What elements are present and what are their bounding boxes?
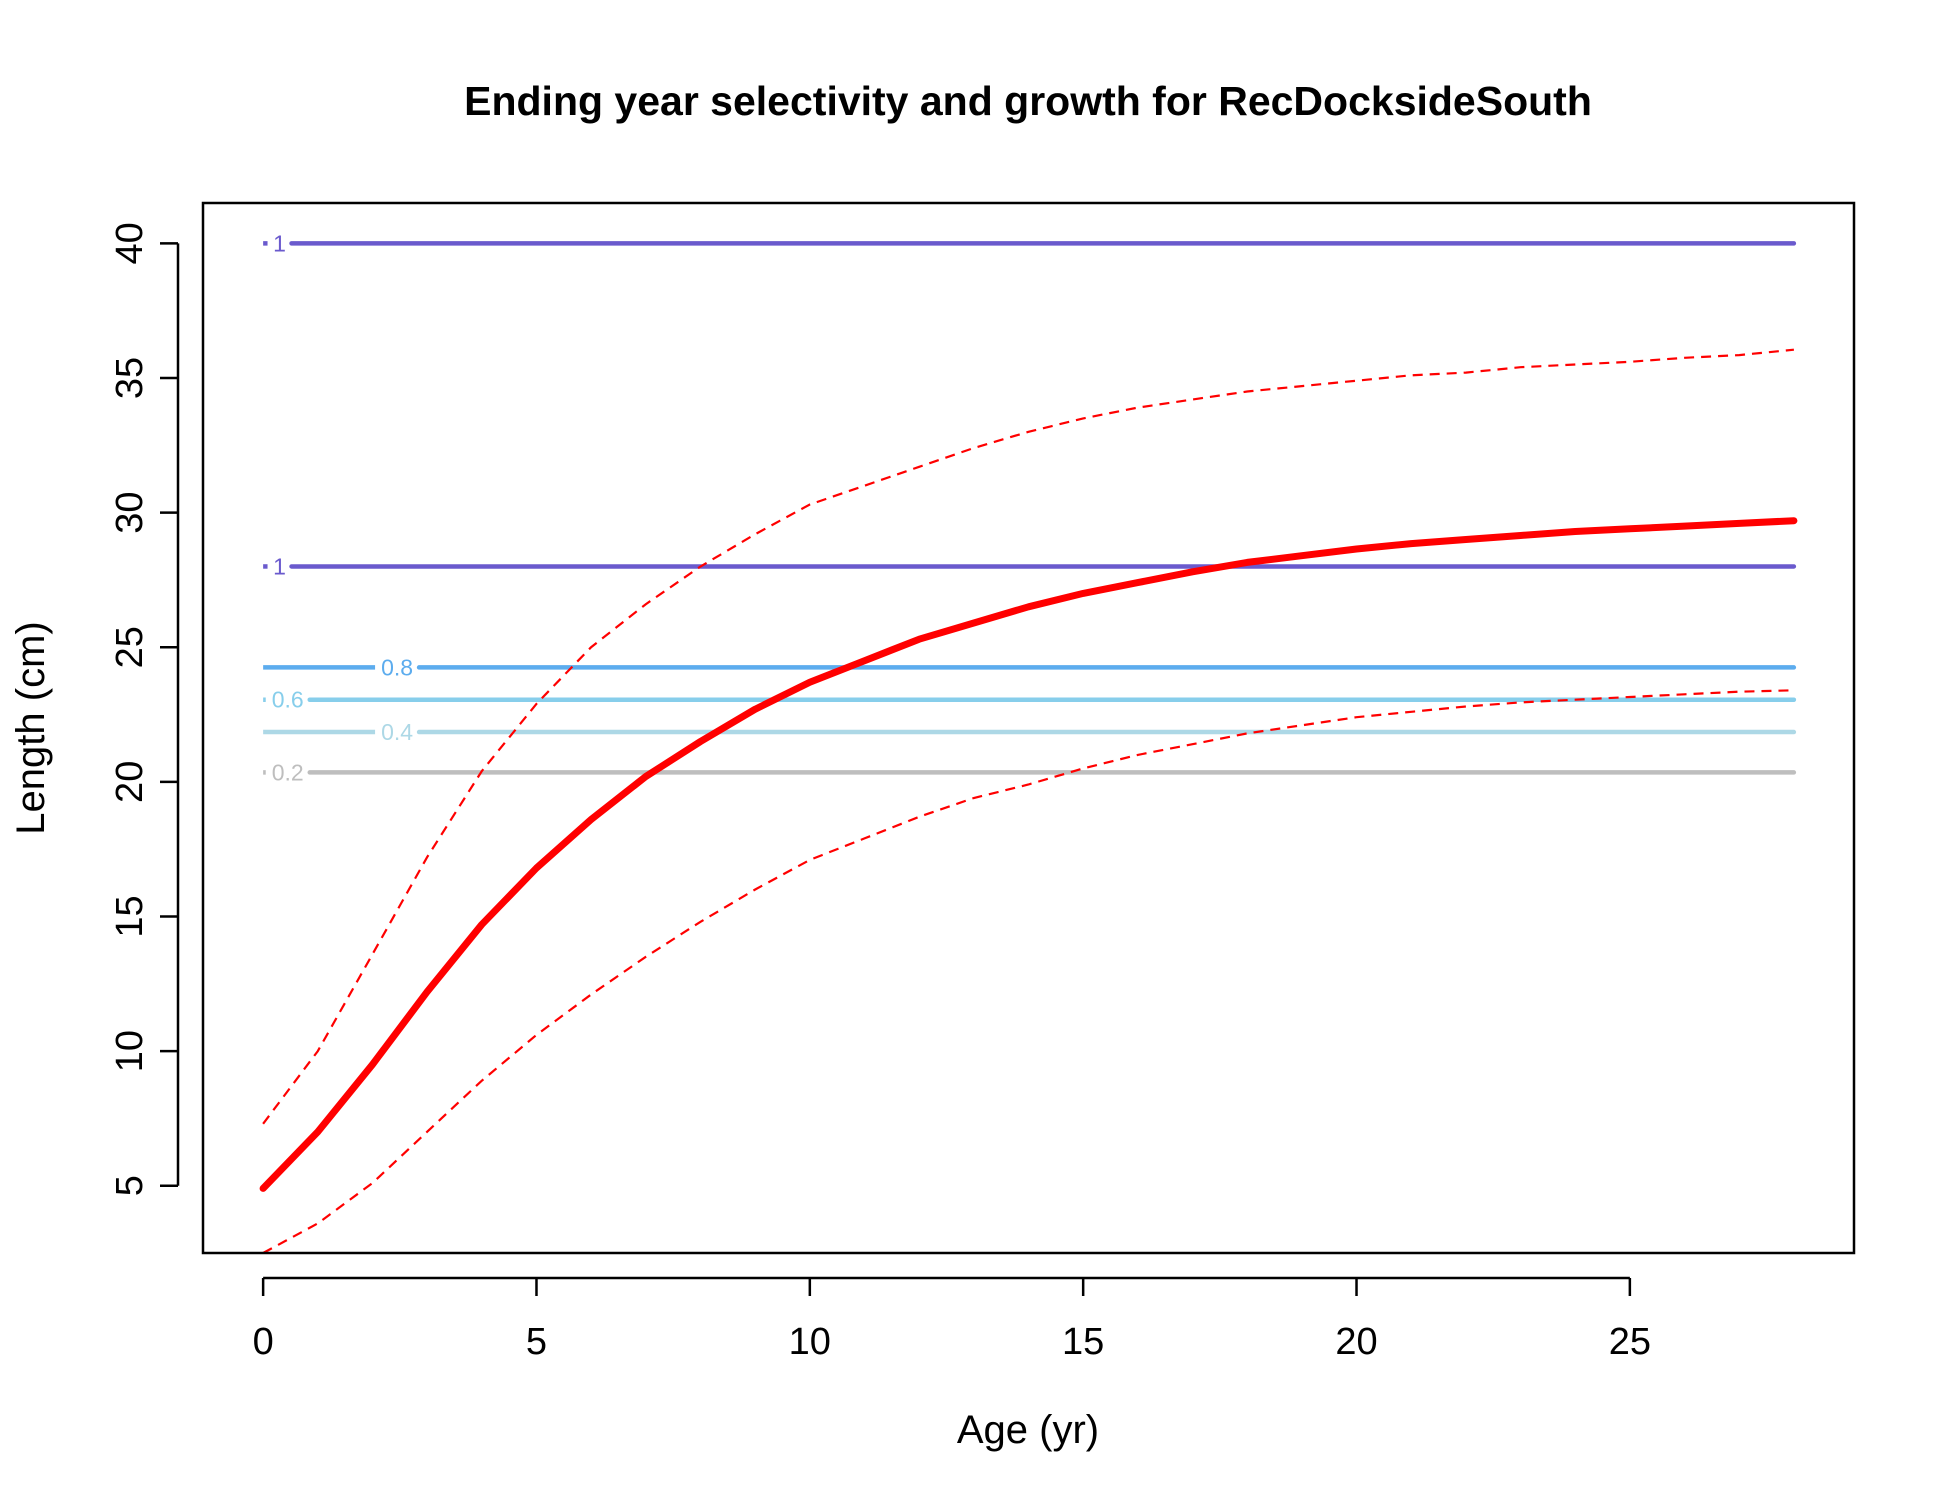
x-tick-label: 25 — [1609, 1321, 1651, 1363]
x-tick-label: 20 — [1335, 1321, 1377, 1363]
y-tick-label: 15 — [109, 895, 151, 937]
y-axis-label: Length (cm) — [9, 621, 53, 834]
plot-frame — [201, 201, 1856, 1255]
x-tick-label: 0 — [253, 1321, 274, 1363]
x-tick-label: 5 — [526, 1321, 547, 1363]
chart-title: Ending year selectivity and growth for R… — [464, 78, 1592, 124]
growth-curves — [259, 348, 1798, 1254]
y-tick-label: 30 — [109, 491, 151, 533]
x-axis-label: Age (yr) — [957, 1408, 1099, 1452]
y-tick-label: 25 — [109, 626, 151, 668]
contour-label-5: 0.2 — [272, 759, 304, 785]
contour-label-2: 0.8 — [381, 654, 413, 680]
contour-label-1: 1 — [273, 553, 286, 579]
y-axis: 5 10 15 20 25 30 35 40 — [109, 222, 180, 1196]
x-tick-label: 15 — [1062, 1321, 1104, 1363]
x-axis: 0 5 10 15 20 25 — [253, 1276, 1651, 1363]
y-tick-label: 5 — [109, 1175, 151, 1196]
growth-upper-ci-line — [262, 348, 1795, 1125]
y-tick-label: 20 — [109, 761, 151, 803]
selectivity-contours: 1 1 0.8 0.6 0.4 0.2 — [263, 230, 1797, 785]
growth-lower-ci-line — [262, 689, 1794, 1254]
y-tick-label: 40 — [109, 222, 151, 264]
x-tick-label: 10 — [789, 1321, 831, 1363]
growth-mean-line — [259, 517, 1798, 1192]
y-tick-label: 10 — [109, 1030, 151, 1072]
contour-label-4: 0.4 — [381, 719, 413, 745]
contour-label-0: 1 — [273, 230, 286, 256]
contour-label-3: 0.6 — [272, 687, 304, 713]
y-tick-label: 35 — [109, 357, 151, 399]
